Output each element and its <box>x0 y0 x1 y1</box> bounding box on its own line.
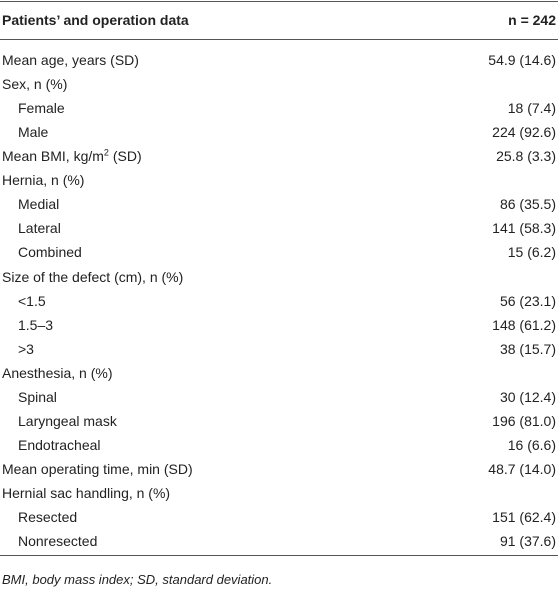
label-suffix: (SD) <box>108 148 142 165</box>
row-value: 30 (12.4) <box>499 388 556 405</box>
row-label: Hernial sac handling, n (%) <box>2 485 171 502</box>
row-value: 15 (6.2) <box>507 244 556 261</box>
row-label: Hernia, n (%) <box>2 172 85 189</box>
row-label: Mean BMI, kg/m2 (SD) <box>2 147 142 165</box>
row-label: Sex, n (%) <box>2 76 68 93</box>
row-label: Mean operating time, min (SD) <box>2 461 193 478</box>
row-value: 141 (58.3) <box>492 220 556 237</box>
row-value: 86 (35.5) <box>499 196 556 213</box>
row-label: Lateral <box>18 220 61 237</box>
row-label: <1.5 <box>18 292 46 309</box>
top-rule <box>0 1 558 2</box>
row-value: 25.8 (3.3) <box>496 148 556 165</box>
row-value: 38 (15.7) <box>499 340 556 357</box>
header-value: n = 242 <box>508 12 556 28</box>
row-label: 1.5–3 <box>18 316 54 333</box>
row-value: 48.7 (14.0) <box>488 461 556 478</box>
row-value: 16 (6.6) <box>507 436 556 453</box>
row-label: >3 <box>18 340 34 357</box>
header-label: Patients’ and operation data <box>2 12 189 28</box>
row-label: Spinal <box>18 388 57 405</box>
row-label: Anesthesia, n (%) <box>2 364 113 381</box>
row-label: Nonresected <box>18 533 98 550</box>
row-label: Size of the defect (cm), n (%) <box>2 268 184 285</box>
row-label: Mean age, years (SD) <box>2 52 139 68</box>
row-label: Female <box>18 100 65 117</box>
header-rule <box>0 39 558 40</box>
bottom-rule <box>0 555 558 556</box>
row-value: 54.9 (14.6) <box>488 52 556 68</box>
row-value: 18 (7.4) <box>507 100 556 117</box>
footnote: BMI, body mass index; SD, standard devia… <box>2 572 273 587</box>
row-label: Endotracheal <box>18 436 101 453</box>
row-value: 148 (61.2) <box>492 316 556 333</box>
label-superscript: 2 <box>103 147 109 158</box>
row-label: Male <box>18 124 49 141</box>
row-value: 151 (62.4) <box>492 509 556 526</box>
row-value: 91 (37.6) <box>499 533 556 550</box>
row-value: 224 (92.6) <box>492 124 556 141</box>
row-label: Resected <box>18 509 78 526</box>
row-label: Medial <box>18 196 60 213</box>
row-label: Laryngeal mask <box>18 412 117 429</box>
row-value: 196 (81.0) <box>492 412 556 429</box>
row-label: Combined <box>18 244 82 261</box>
label-text: Mean BMI, kg/m <box>2 148 104 165</box>
row-value: 56 (23.1) <box>499 292 556 309</box>
